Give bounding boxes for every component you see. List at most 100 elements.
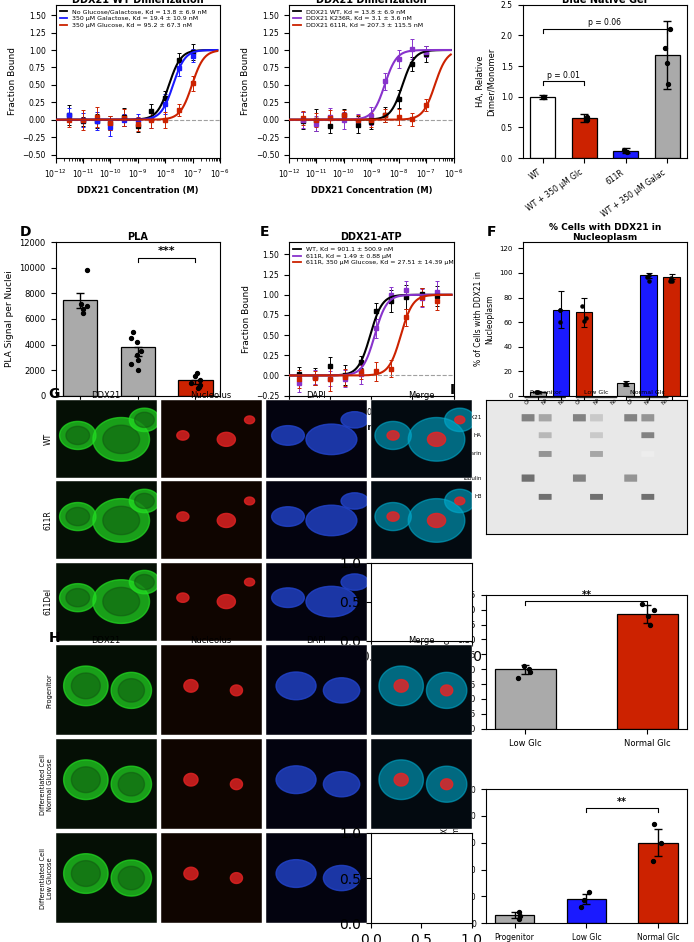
- Y-axis label: Fraction Bound: Fraction Bound: [242, 285, 251, 353]
- Title: DAPI: DAPI: [306, 391, 326, 400]
- Bar: [654, 55, 679, 158]
- Point: [581, 109, 592, 124]
- Bar: [638, 843, 678, 923]
- Polygon shape: [387, 430, 399, 440]
- Bar: [572, 118, 597, 158]
- Polygon shape: [394, 868, 408, 880]
- Point: [126, 356, 137, 371]
- Text: NP: NP: [644, 398, 652, 406]
- Point: [620, 376, 631, 391]
- Polygon shape: [408, 417, 465, 462]
- Point: [577, 299, 588, 314]
- Text: **: **: [582, 590, 591, 600]
- Point: [132, 334, 143, 349]
- Polygon shape: [71, 767, 101, 792]
- Point: [531, 384, 542, 399]
- Polygon shape: [455, 578, 465, 586]
- Polygon shape: [93, 498, 149, 543]
- Text: CP: CP: [524, 398, 532, 406]
- Polygon shape: [394, 679, 408, 692]
- Polygon shape: [111, 766, 151, 803]
- Y-axis label: HA, Np/No: HA, Np/No: [443, 639, 452, 685]
- Polygon shape: [428, 594, 446, 609]
- Ellipse shape: [341, 493, 369, 509]
- Polygon shape: [379, 853, 423, 893]
- Polygon shape: [184, 868, 198, 880]
- Point: [555, 302, 566, 317]
- Point: [76, 296, 87, 311]
- Polygon shape: [177, 430, 189, 440]
- Polygon shape: [184, 773, 198, 786]
- Point: [648, 602, 659, 617]
- Polygon shape: [426, 673, 467, 708]
- Polygon shape: [64, 853, 108, 893]
- X-axis label: DDX21 Concentration (M): DDX21 Concentration (M): [310, 186, 432, 195]
- Polygon shape: [441, 779, 452, 789]
- Polygon shape: [230, 779, 242, 789]
- Ellipse shape: [306, 505, 357, 536]
- Point: [131, 348, 142, 363]
- FancyBboxPatch shape: [625, 414, 637, 421]
- Text: HA: HA: [474, 432, 482, 438]
- Point: [185, 375, 196, 390]
- Point: [643, 268, 654, 283]
- Polygon shape: [445, 408, 475, 431]
- Polygon shape: [129, 408, 160, 431]
- FancyBboxPatch shape: [573, 414, 586, 421]
- Point: [620, 376, 632, 391]
- Polygon shape: [217, 513, 235, 528]
- Point: [519, 658, 530, 674]
- FancyBboxPatch shape: [641, 432, 654, 438]
- Polygon shape: [118, 678, 144, 702]
- Point: [135, 344, 146, 359]
- Point: [514, 909, 525, 924]
- Point: [195, 373, 206, 388]
- Point: [525, 665, 536, 680]
- Y-axis label: HA, Relative
Dimer/Monomer: HA, Relative Dimer/Monomer: [476, 47, 496, 116]
- Polygon shape: [111, 673, 151, 708]
- Polygon shape: [445, 489, 475, 512]
- Title: Nucleolus: Nucleolus: [191, 391, 232, 400]
- Polygon shape: [428, 513, 446, 528]
- Title: DAPI: DAPI: [306, 636, 326, 645]
- Bar: [641, 275, 657, 396]
- Polygon shape: [244, 416, 255, 424]
- Polygon shape: [103, 506, 139, 535]
- Point: [582, 110, 593, 125]
- Text: HEK293T: HEK293T: [633, 425, 664, 431]
- Point: [514, 905, 525, 920]
- Polygon shape: [66, 589, 90, 607]
- Point: [663, 77, 674, 92]
- Ellipse shape: [323, 771, 359, 797]
- Text: 10 μm: 10 μm: [429, 632, 447, 637]
- Text: H3: H3: [474, 495, 482, 499]
- Polygon shape: [111, 860, 151, 896]
- Point: [645, 617, 656, 632]
- Ellipse shape: [323, 866, 359, 891]
- Bar: [495, 915, 534, 923]
- Polygon shape: [135, 413, 154, 428]
- Text: NP: NP: [541, 398, 549, 406]
- Text: Fibrillarin: Fibrillarin: [457, 451, 482, 457]
- Text: J: J: [430, 577, 434, 591]
- Title: Nucleolus: Nucleolus: [191, 636, 232, 645]
- Text: NP: NP: [593, 398, 600, 406]
- Point: [193, 380, 204, 395]
- Bar: [63, 300, 97, 396]
- Polygon shape: [177, 593, 189, 602]
- Point: [665, 270, 676, 285]
- Text: K: K: [430, 771, 440, 786]
- Polygon shape: [379, 760, 423, 800]
- Polygon shape: [66, 427, 90, 445]
- Polygon shape: [426, 860, 467, 896]
- Polygon shape: [244, 578, 255, 586]
- Text: Progenitor: Progenitor: [529, 390, 561, 395]
- FancyBboxPatch shape: [641, 451, 654, 457]
- Polygon shape: [103, 588, 139, 616]
- Bar: [178, 381, 212, 396]
- Title: Merge: Merge: [408, 391, 434, 400]
- Point: [192, 381, 203, 396]
- Polygon shape: [428, 432, 446, 447]
- Polygon shape: [60, 584, 96, 611]
- FancyBboxPatch shape: [641, 414, 654, 421]
